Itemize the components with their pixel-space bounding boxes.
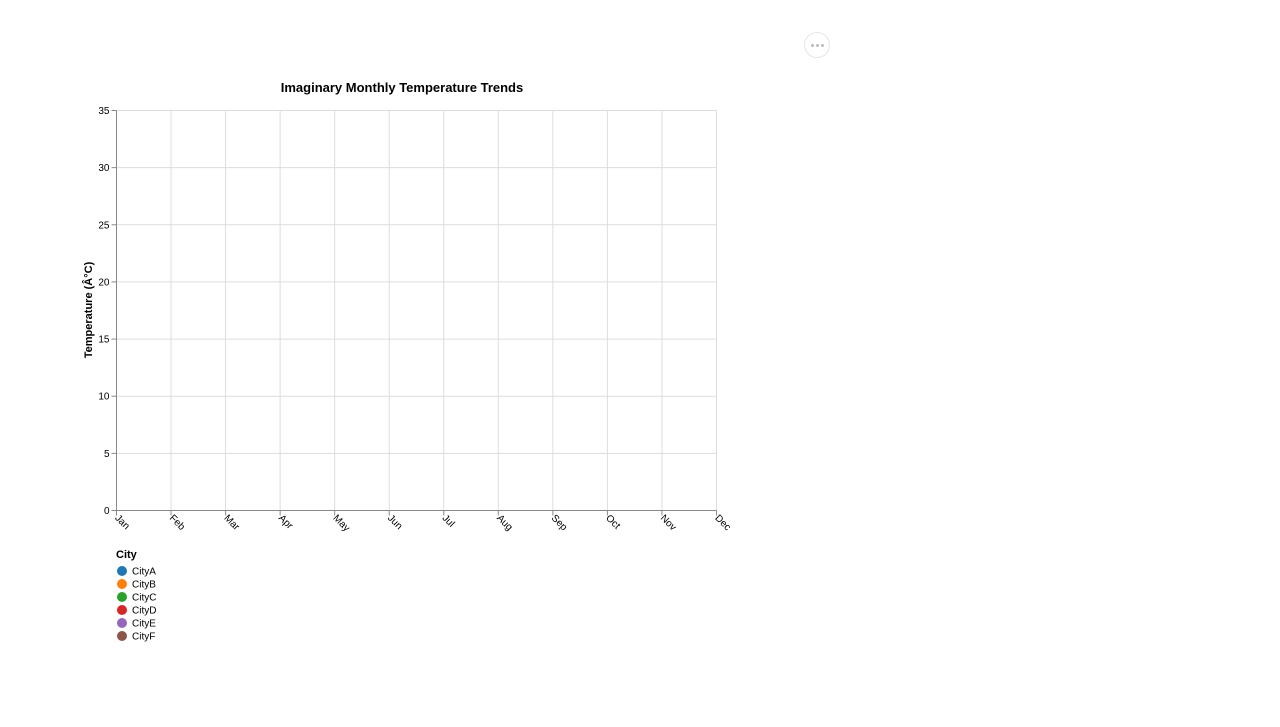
y-axis-label: Temperature (Â°C) xyxy=(82,261,95,358)
legend-swatch xyxy=(117,566,127,576)
ellipsis-icon-dot xyxy=(815,43,819,47)
y-tick-label: 15 xyxy=(98,335,110,346)
x-tick-label: Jan xyxy=(112,513,131,532)
x-tick-label: Sep xyxy=(549,513,570,534)
legend-swatch xyxy=(117,605,127,615)
legend-swatch xyxy=(117,592,127,602)
y-tick-label: 25 xyxy=(98,220,110,231)
legend-label: CityF xyxy=(132,632,155,643)
y-tick-label: 30 xyxy=(98,163,110,174)
x-tick-label: Nov xyxy=(658,513,678,533)
y-tick-label: 10 xyxy=(98,392,110,403)
legend-swatch xyxy=(117,631,127,641)
legend-swatch xyxy=(117,579,127,589)
x-tick-label: Jul xyxy=(440,513,457,530)
actions-menu-button[interactable] xyxy=(804,32,830,58)
x-tick-label: Feb xyxy=(167,513,187,533)
x-tick-label: May xyxy=(331,513,352,534)
y-tick-label: 35 xyxy=(98,106,110,117)
legend-swatch xyxy=(117,618,127,628)
legend: City CityA CityB CityC CityD CityE CityF xyxy=(116,549,156,643)
x-tick-label: Dec xyxy=(712,513,732,533)
legend-label: CityA xyxy=(132,567,156,578)
chart-grid xyxy=(116,110,717,511)
chart-title: Imaginary Monthly Temperature Trends xyxy=(281,80,523,95)
x-tick-label: Jun xyxy=(385,513,404,532)
legend-title: City xyxy=(116,549,138,561)
legend-label: CityE xyxy=(132,619,156,630)
legend-label: CityD xyxy=(132,606,156,617)
ellipsis-icon xyxy=(810,43,814,47)
x-tick-label: Oct xyxy=(603,513,622,532)
x-tick-label: Mar xyxy=(221,513,241,533)
ellipsis-icon-dot xyxy=(820,43,824,47)
legend-label: CityC xyxy=(132,593,156,604)
y-tick-label: 20 xyxy=(98,277,110,288)
chart-axes: 0 5 10 15 20 25 30 35 Jan Feb Mar Apr May Jun Jul Aug Se… xyxy=(98,106,732,534)
x-tick-label: Aug xyxy=(494,513,514,533)
x-tick-label: Apr xyxy=(276,513,295,532)
legend-label: CityB xyxy=(132,580,156,591)
y-tick-label: 5 xyxy=(104,449,110,460)
y-tick-label: 0 xyxy=(104,506,110,517)
